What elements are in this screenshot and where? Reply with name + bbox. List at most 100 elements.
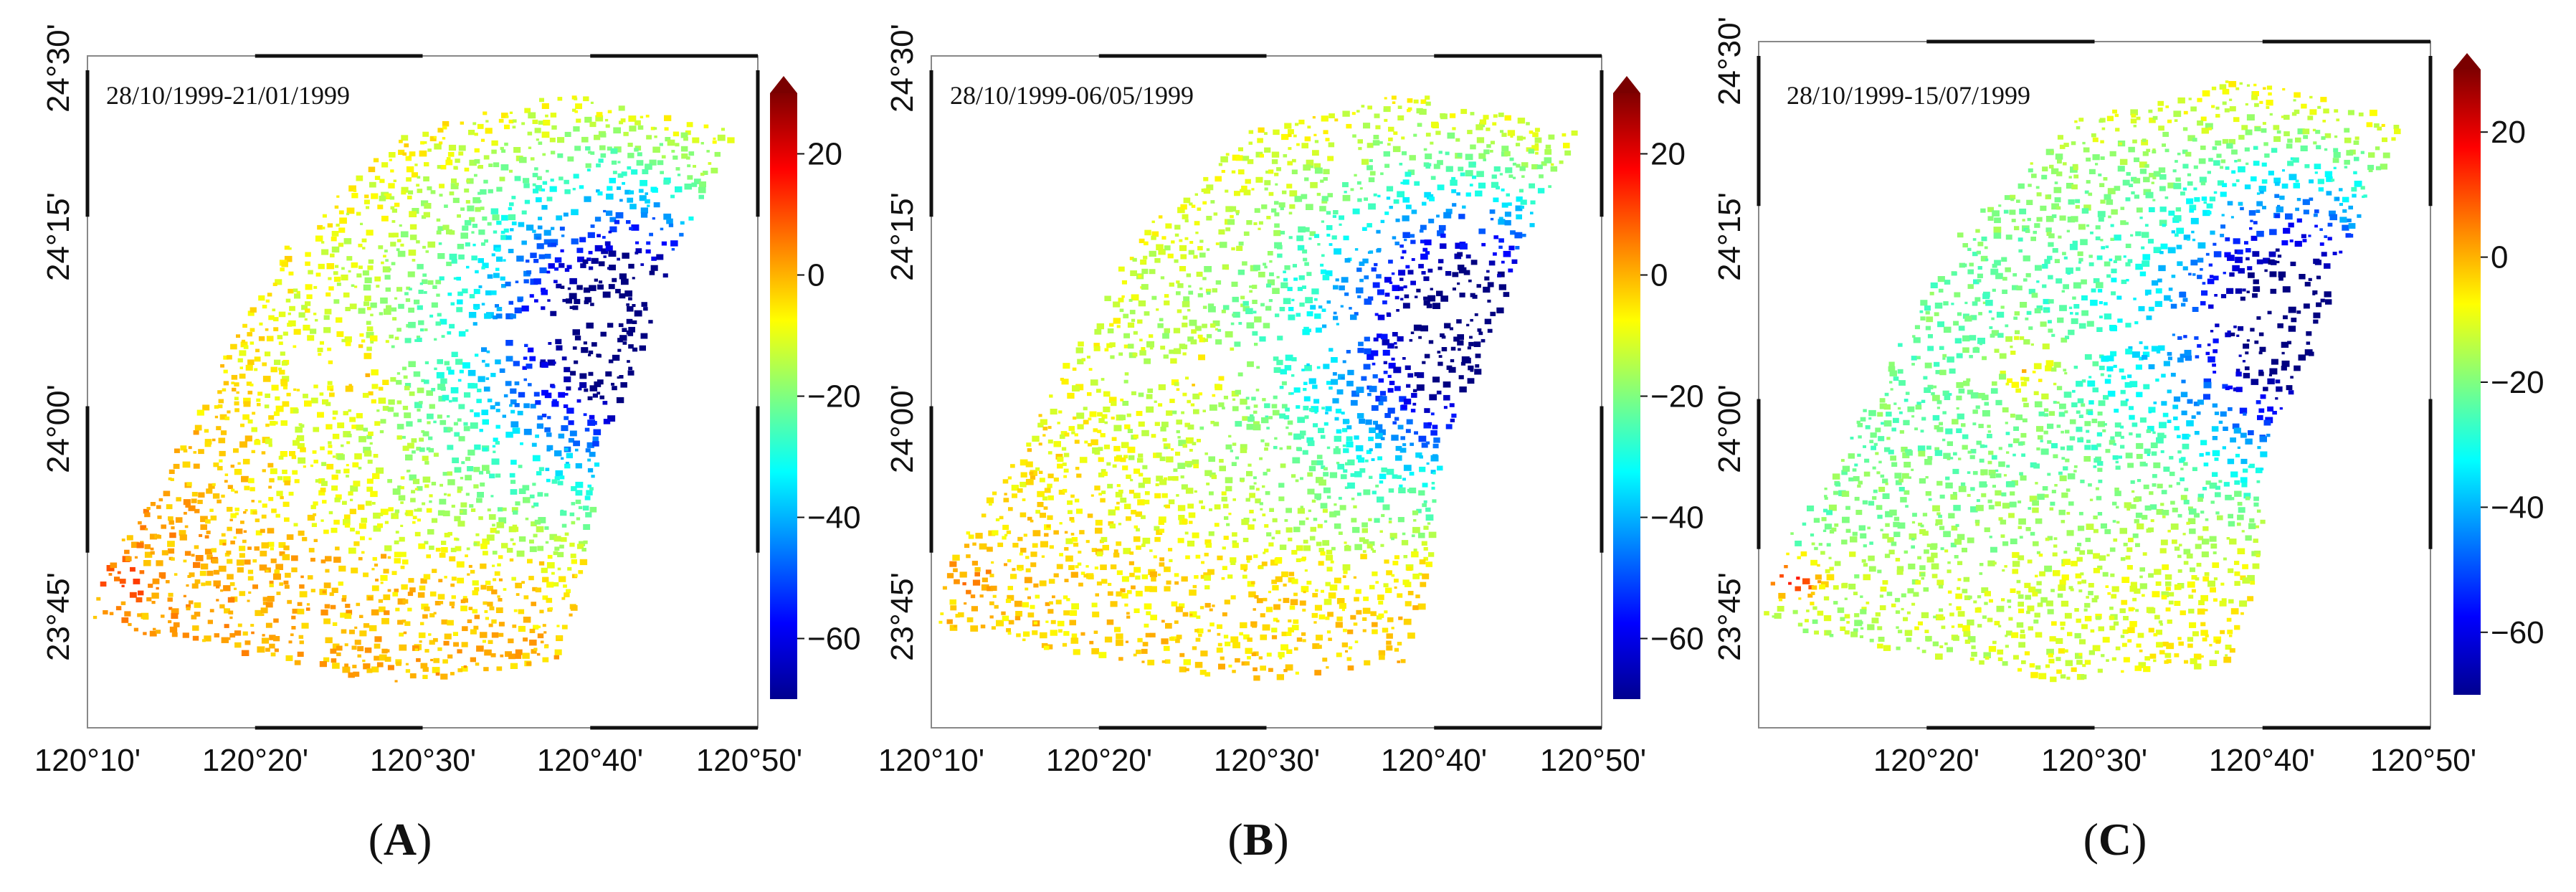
displacement-point <box>240 423 244 427</box>
displacement-point <box>1990 268 1999 275</box>
displacement-point <box>1192 532 1199 538</box>
displacement-point <box>1383 108 1388 112</box>
displacement-point <box>171 526 175 530</box>
displacement-point <box>1501 146 1509 152</box>
displacement-point <box>1030 475 1036 480</box>
displacement-point <box>1339 223 1342 226</box>
displacement-point <box>1980 255 1988 262</box>
displacement-point <box>1372 571 1378 577</box>
displacement-point <box>597 392 601 395</box>
displacement-point <box>423 176 429 181</box>
displacement-point <box>2295 137 2301 143</box>
displacement-point <box>280 420 287 426</box>
displacement-point <box>1982 293 1990 300</box>
displacement-point <box>2234 160 2238 163</box>
displacement-point <box>1121 576 1129 582</box>
displacement-point <box>1271 536 1275 540</box>
displacement-point <box>2002 289 2007 294</box>
displacement-point <box>1313 133 1317 136</box>
displacement-point <box>1440 333 1445 338</box>
displacement-point <box>1237 372 1243 376</box>
displacement-point <box>2211 86 2217 90</box>
displacement-point <box>497 595 500 598</box>
displacement-point <box>455 167 458 170</box>
displacement-point <box>1423 556 1428 561</box>
displacement-point <box>1232 670 1236 673</box>
displacement-point <box>1421 442 1428 448</box>
displacement-point <box>381 617 389 625</box>
displacement-point <box>1469 184 1473 186</box>
displacement-point <box>575 103 582 110</box>
displacement-point <box>1071 431 1075 435</box>
displacement-point <box>255 530 262 536</box>
displacement-point <box>632 347 638 352</box>
displacement-point <box>345 307 351 311</box>
displacement-point <box>1077 424 1084 430</box>
displacement-point <box>1959 262 1965 268</box>
displacement-point <box>1059 522 1063 525</box>
displacement-point <box>119 579 126 584</box>
displacement-point <box>437 253 445 260</box>
displacement-point <box>1210 200 1215 204</box>
displacement-point <box>1280 369 1287 375</box>
displacement-point <box>214 405 219 409</box>
displacement-point <box>989 574 994 578</box>
displacement-point <box>443 640 450 646</box>
displacement-point <box>379 513 384 516</box>
displacement-point <box>1072 385 1080 392</box>
displacement-point <box>435 547 441 552</box>
displacement-point <box>2139 217 2143 219</box>
displacement-point <box>447 620 454 626</box>
displacement-point <box>416 336 421 339</box>
displacement-point <box>1253 410 1258 414</box>
displacement-point <box>1377 333 1382 338</box>
displacement-point <box>532 173 538 178</box>
displacement-point <box>480 563 487 569</box>
displacement-point <box>1287 287 1293 291</box>
displacement-point <box>1240 479 1244 483</box>
displacement-point <box>326 263 335 270</box>
displacement-point <box>1159 528 1164 533</box>
displacement-point <box>1189 613 1193 617</box>
displacement-point <box>1182 444 1187 448</box>
displacement-point <box>1373 193 1377 196</box>
displacement-point <box>1354 544 1362 551</box>
displacement-point <box>1225 485 1232 492</box>
displacement-point <box>1278 652 1285 658</box>
displacement-point <box>206 570 214 577</box>
displacement-point <box>1191 204 1196 208</box>
displacement-point <box>144 551 153 558</box>
displacement-point <box>1101 469 1106 473</box>
displacement-point <box>2277 255 2282 258</box>
displacement-point <box>1451 189 1457 194</box>
displacement-point <box>348 270 351 272</box>
displacement-point <box>1265 170 1270 174</box>
displacement-point <box>2058 235 2062 239</box>
displacement-point <box>1245 498 1250 502</box>
displacement-point <box>1114 456 1121 462</box>
displacement-point <box>1478 182 1486 189</box>
displacement-point <box>2173 183 2182 189</box>
displacement-point <box>250 624 255 627</box>
displacement-point <box>1423 300 1430 306</box>
displacement-point <box>1392 101 1396 104</box>
displacement-point <box>379 430 384 434</box>
displacement-point <box>1130 478 1133 482</box>
displacement-point <box>1397 642 1402 646</box>
displacement-point <box>422 273 427 277</box>
displacement-point <box>505 281 511 287</box>
displacement-point <box>1490 311 1496 316</box>
displacement-point <box>1321 115 1329 122</box>
displacement-point <box>1465 170 1473 176</box>
displacement-point <box>2162 143 2166 147</box>
displacement-point <box>1199 670 1207 675</box>
displacement-point <box>1293 277 1298 281</box>
displacement-point <box>371 384 379 389</box>
displacement-point <box>1402 478 1406 481</box>
displacement-point <box>320 478 325 481</box>
displacement-point <box>439 318 447 325</box>
displacement-point <box>2375 166 2382 171</box>
displacement-point <box>231 374 238 380</box>
displacement-point <box>1002 536 1007 540</box>
displacement-point <box>310 557 315 562</box>
